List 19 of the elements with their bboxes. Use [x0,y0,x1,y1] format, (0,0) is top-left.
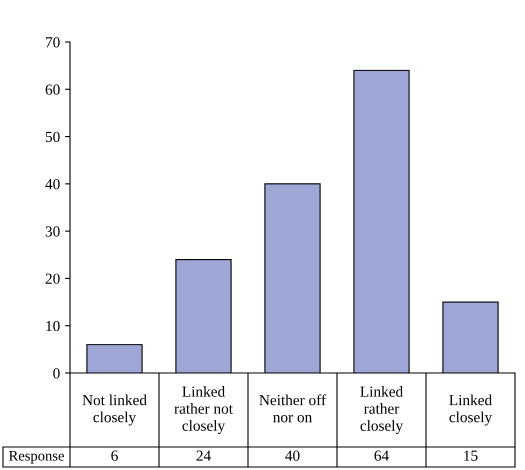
y-tick-label: 40 [45,179,60,190]
y-tick-label: 50 [46,132,60,142]
y-tick-label: 30 [46,226,60,237]
x-tick-label: Neither off nor on [259,394,326,422]
data-label: 6 [111,450,118,461]
y-tick-label: 10 [46,320,60,332]
x-tick-label: Linked closely [449,394,492,426]
data-label: 24 [196,450,211,461]
y-tick-label: 60 [46,84,60,95]
x-tick-label: Linked rather not closely [174,386,233,434]
y-tick-label: 0 [53,368,60,378]
y-tick-label: 70 [46,37,60,48]
x-tick-label: Linked rather closely [360,386,404,434]
x-tick-label: Not linked closely [82,394,147,426]
data-label: 40 [285,450,300,461]
data-label: 64 [374,450,389,461]
data-label: 15 [464,450,478,461]
legend-label: Response [8,450,64,464]
y-tick-label: 20 [46,274,60,284]
